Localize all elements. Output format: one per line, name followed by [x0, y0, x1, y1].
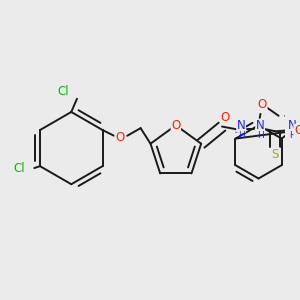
Text: N: N	[237, 119, 245, 132]
Text: O: O	[220, 111, 230, 124]
Text: O: O	[171, 119, 181, 132]
Text: O: O	[294, 124, 300, 137]
Text: S: S	[272, 148, 279, 160]
Text: H: H	[257, 130, 263, 140]
Text: O: O	[115, 131, 124, 144]
Text: N: N	[288, 119, 297, 132]
Text: O: O	[258, 98, 267, 111]
Text: H: H	[289, 130, 296, 140]
Text: H: H	[238, 130, 244, 140]
Text: N: N	[256, 119, 265, 132]
Text: Cl: Cl	[58, 85, 70, 98]
Text: Cl: Cl	[13, 162, 25, 175]
